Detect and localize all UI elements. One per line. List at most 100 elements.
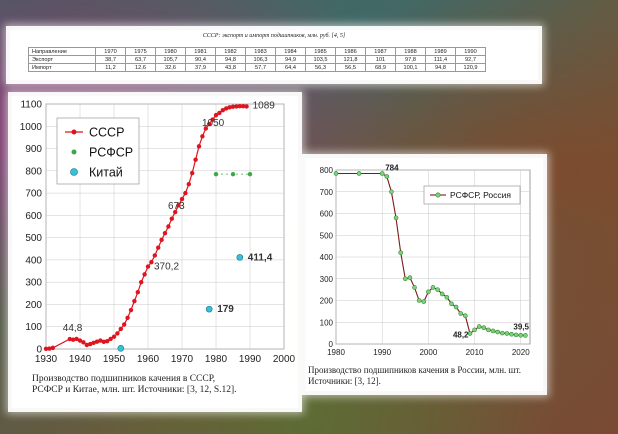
ussr-production-chart: 0 100 200 300 400 500 600 700 800 900 1000 1100 1930…	[20, 100, 296, 366]
russia-production-chart: 0 100 200 300 400 500 600 700 800 1980 1990 2000 201…	[320, 163, 531, 357]
data-point	[176, 203, 181, 208]
data-point	[453, 304, 459, 310]
data-point	[156, 245, 161, 250]
year-header: 1987	[365, 47, 396, 56]
x-tick-label: 2020	[512, 348, 530, 357]
y-tick-label: 200	[320, 297, 334, 306]
data-label: 1050	[202, 118, 225, 129]
data-point	[439, 291, 445, 297]
x-tick-label: 1970	[171, 354, 194, 365]
data-point	[398, 250, 403, 255]
x-tick-label: 1940	[69, 354, 92, 365]
table-cell: 56,5	[335, 63, 366, 72]
table-header-label: Направление	[28, 47, 96, 56]
data-point	[105, 339, 110, 344]
table-cell: 97,8	[395, 55, 426, 64]
data-point	[467, 331, 473, 336]
data-point	[128, 307, 134, 313]
data-point	[173, 209, 178, 215]
right-caption: Производство подшипников качения в Росси…	[308, 365, 521, 386]
table-row-import: Импорт 11,2 12,6 32,6 37,9 43,8 57,7 64,…	[28, 63, 486, 72]
data-label: 370,2	[154, 262, 179, 273]
table-cell: 101	[365, 55, 396, 64]
ussr-chart-panel: 0 100 200 300 400 500 600 700 800 900 1000 1100 1930…	[12, 96, 298, 408]
data-point	[402, 276, 408, 282]
y-tick-label: 300	[25, 278, 42, 289]
data-point	[237, 104, 242, 109]
data-point	[421, 299, 427, 304]
data-point	[472, 327, 477, 333]
data-point	[81, 340, 86, 345]
x-tick-label: 1980	[327, 348, 345, 357]
data-point	[162, 230, 168, 236]
year-header: 1986	[335, 47, 366, 56]
y-tick-label: 0	[329, 340, 334, 349]
data-point	[179, 196, 185, 202]
y-tick-label: 200	[25, 300, 42, 311]
data-point	[149, 259, 154, 265]
data-point	[247, 171, 253, 177]
year-header: 1970	[95, 47, 126, 56]
y-tick-label: 400	[320, 253, 334, 262]
data-point	[509, 331, 514, 337]
y-tick-label: 100	[25, 322, 42, 333]
data-point	[379, 171, 385, 176]
data-point	[416, 298, 422, 303]
data-label: 39,5	[513, 322, 529, 331]
data-point	[47, 346, 52, 351]
x-tick-label: 1950	[103, 354, 126, 365]
data-point	[193, 157, 198, 162]
data-point	[139, 279, 144, 285]
y-tick-label: 600	[25, 211, 42, 222]
x-tick-label: 2000	[419, 348, 437, 357]
data-point	[77, 338, 83, 343]
data-point	[125, 315, 130, 321]
data-point	[230, 171, 236, 177]
table-cell: 64,4	[275, 63, 306, 72]
table-title: СССР: экспорт и импорт подшипников, млн.…	[202, 33, 346, 39]
data-point	[412, 285, 417, 290]
legend-marker	[71, 149, 77, 155]
x-tick-label: 1930	[35, 354, 58, 365]
data-point	[407, 275, 413, 280]
x-tick-label: 2010	[466, 348, 484, 357]
data-point	[384, 174, 390, 179]
y-tick-label: 0	[36, 345, 42, 356]
table-cell: 94,9	[275, 55, 306, 64]
y-tick-label: 700	[25, 189, 42, 200]
year-header: 1984	[275, 47, 306, 56]
table-cell: 12,6	[125, 63, 156, 72]
table-cell: 56,3	[305, 63, 336, 72]
data-point	[389, 189, 394, 195]
legend-entry: РСФСР, Россия	[450, 190, 511, 200]
data-point	[230, 104, 236, 109]
data-point	[205, 305, 213, 313]
legend-marker	[71, 129, 77, 135]
data-point	[132, 298, 137, 304]
table-cell: 68,9	[365, 63, 396, 72]
y-tick-label: 300	[320, 275, 334, 284]
data-point	[430, 285, 436, 290]
y-tick-label: 800	[320, 166, 334, 175]
data-point	[481, 325, 487, 330]
data-point	[159, 237, 164, 243]
data-point	[444, 294, 450, 300]
data-point	[224, 106, 229, 111]
data-point	[166, 224, 171, 229]
data-label: 784	[385, 163, 399, 172]
data-point	[333, 171, 339, 176]
data-point	[203, 126, 208, 131]
table-cell: 94,8	[425, 63, 456, 72]
year-header: 1981	[185, 47, 216, 56]
x-tick-label: 1960	[137, 354, 160, 365]
table-cell: 106,3	[245, 55, 276, 64]
data-point	[244, 104, 249, 109]
data-point	[152, 253, 157, 258]
data-point	[50, 345, 55, 351]
data-point	[74, 336, 79, 342]
y-tick-label: 100	[320, 318, 334, 327]
data-point	[108, 336, 113, 342]
data-label: 673	[168, 201, 185, 212]
data-point	[513, 332, 519, 338]
data-point	[207, 121, 212, 127]
